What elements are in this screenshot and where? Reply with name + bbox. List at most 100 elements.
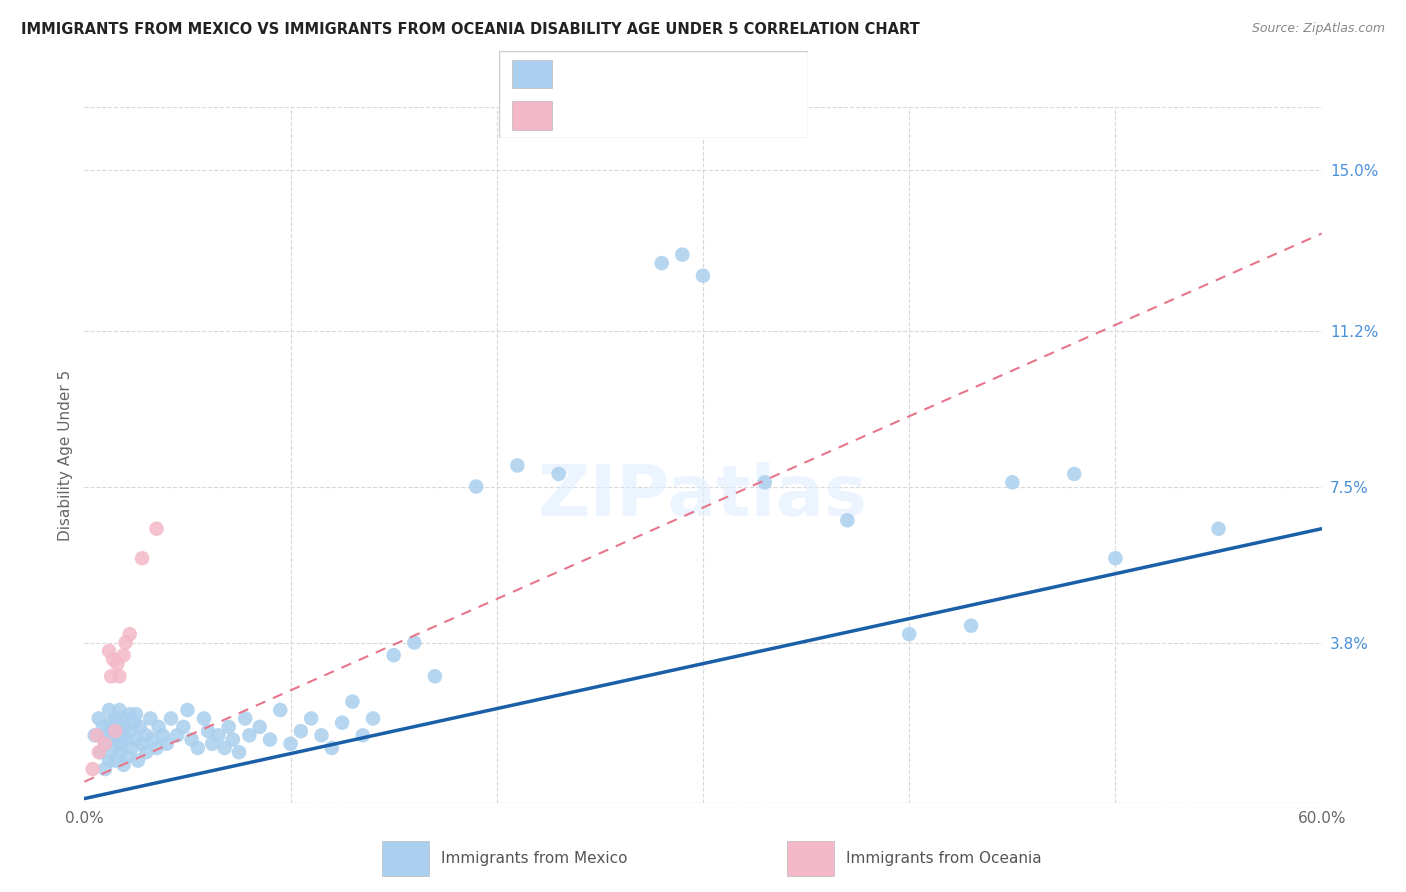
Text: N =: N = <box>679 65 718 84</box>
Point <box>118 724 141 739</box>
Point <box>193 711 215 725</box>
Point <box>131 551 153 566</box>
Point <box>82 762 104 776</box>
Point <box>290 724 312 739</box>
Point <box>98 644 121 658</box>
Point <box>837 513 859 527</box>
Point <box>352 728 374 742</box>
Point <box>118 707 141 722</box>
Point <box>98 703 121 717</box>
Point <box>139 711 162 725</box>
Point <box>96 724 118 739</box>
Point <box>299 711 322 725</box>
Point <box>172 720 194 734</box>
Point <box>201 737 224 751</box>
Text: Immigrants from Oceania: Immigrants from Oceania <box>846 851 1042 866</box>
Point <box>121 741 143 756</box>
Text: 0.483: 0.483 <box>607 65 665 84</box>
Point <box>152 728 174 742</box>
Point <box>104 711 127 725</box>
Point <box>754 475 776 490</box>
Point <box>122 715 145 730</box>
Text: ZIPatlas: ZIPatlas <box>538 462 868 531</box>
Point <box>117 749 139 764</box>
Point <box>238 728 260 742</box>
Point <box>160 711 183 725</box>
Text: R =: R = <box>564 65 603 84</box>
Point <box>148 720 170 734</box>
Point <box>135 745 157 759</box>
Text: 87: 87 <box>721 65 747 84</box>
Point <box>180 732 202 747</box>
Point <box>141 732 163 747</box>
Point <box>125 707 148 722</box>
Point <box>114 732 136 747</box>
Point <box>547 467 569 481</box>
Point <box>361 711 384 725</box>
Point <box>103 741 125 756</box>
Point <box>114 720 136 734</box>
Point <box>105 657 128 671</box>
FancyBboxPatch shape <box>382 841 429 876</box>
Point <box>228 745 250 759</box>
Point <box>671 247 693 261</box>
Point <box>898 627 921 641</box>
Point <box>1001 475 1024 490</box>
Point <box>110 737 132 751</box>
Point <box>187 741 209 756</box>
Point <box>311 728 333 742</box>
Point <box>506 458 529 473</box>
Point <box>404 635 426 649</box>
Point <box>1208 522 1230 536</box>
Point <box>108 745 131 759</box>
Point <box>104 754 127 768</box>
Point <box>960 618 983 632</box>
Point <box>87 745 110 759</box>
Point <box>651 256 673 270</box>
Point <box>166 728 188 742</box>
Text: N =: N = <box>679 105 718 124</box>
Point <box>423 669 446 683</box>
Point <box>269 703 291 717</box>
Point <box>465 479 488 493</box>
Point <box>342 695 364 709</box>
Y-axis label: Disability Age Under 5: Disability Age Under 5 <box>58 369 73 541</box>
FancyBboxPatch shape <box>512 101 551 129</box>
Point <box>98 754 121 768</box>
Point <box>127 754 149 768</box>
Text: Source: ZipAtlas.com: Source: ZipAtlas.com <box>1251 22 1385 36</box>
Point <box>94 737 117 751</box>
Point <box>321 741 343 756</box>
Point <box>330 715 353 730</box>
Point <box>1104 551 1126 566</box>
Point <box>249 720 271 734</box>
Point <box>156 737 179 751</box>
Point <box>108 703 131 717</box>
Point <box>222 732 245 747</box>
Point <box>104 728 127 742</box>
Point <box>100 732 122 747</box>
Point <box>118 627 141 641</box>
Point <box>100 669 122 683</box>
Point <box>91 720 114 734</box>
Text: 15: 15 <box>721 105 747 124</box>
Point <box>108 669 131 683</box>
Point <box>131 737 153 751</box>
Point <box>125 732 148 747</box>
Point <box>207 728 229 742</box>
Text: Immigrants from Mexico: Immigrants from Mexico <box>441 851 628 866</box>
Point <box>105 720 128 734</box>
Point <box>233 711 256 725</box>
Point <box>94 737 117 751</box>
Point <box>87 711 110 725</box>
FancyBboxPatch shape <box>512 60 551 88</box>
Point <box>197 724 219 739</box>
Point <box>94 762 117 776</box>
Point <box>280 737 302 751</box>
Point <box>103 652 125 666</box>
Text: R =: R = <box>564 105 603 124</box>
Point <box>110 728 132 742</box>
Point <box>214 741 236 756</box>
Point <box>145 741 167 756</box>
Point <box>100 715 122 730</box>
